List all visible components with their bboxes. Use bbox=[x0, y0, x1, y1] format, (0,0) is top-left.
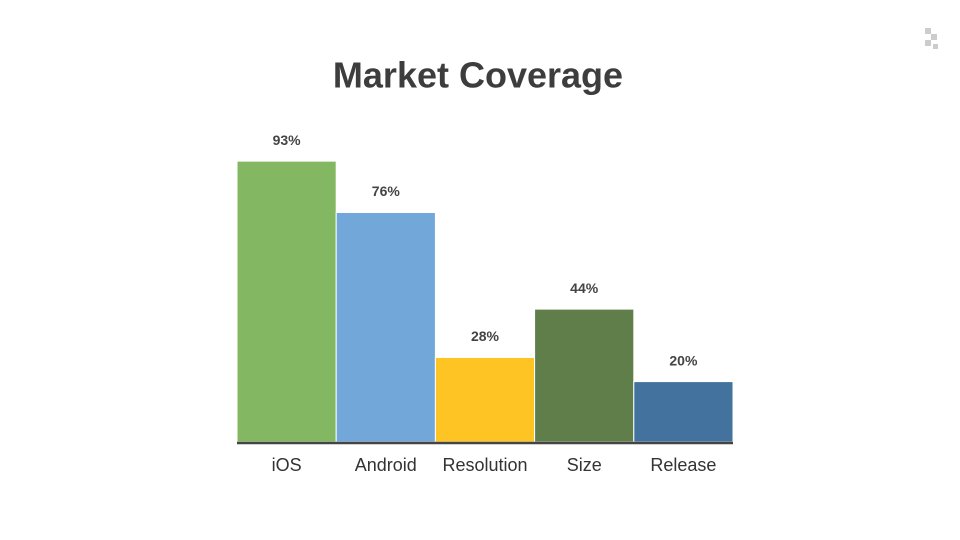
x-tick-label: Release bbox=[650, 455, 716, 475]
value-label: 44% bbox=[570, 280, 599, 296]
value-label: 93% bbox=[273, 132, 302, 148]
bar bbox=[335, 211, 436, 443]
x-tick-label: Size bbox=[567, 455, 602, 475]
x-tick-label: Android bbox=[355, 455, 417, 475]
logo bbox=[925, 28, 938, 49]
bar bbox=[236, 160, 337, 443]
value-label: 20% bbox=[669, 352, 698, 368]
x-tick-label: Resolution bbox=[442, 455, 527, 475]
bar bbox=[534, 308, 635, 443]
value-label: 76% bbox=[372, 183, 401, 199]
value-label: 28% bbox=[471, 328, 500, 344]
x-tick-label: iOS bbox=[272, 455, 302, 475]
bar bbox=[633, 381, 734, 443]
chart-title: Market Coverage bbox=[333, 55, 623, 96]
bar bbox=[434, 356, 536, 443]
